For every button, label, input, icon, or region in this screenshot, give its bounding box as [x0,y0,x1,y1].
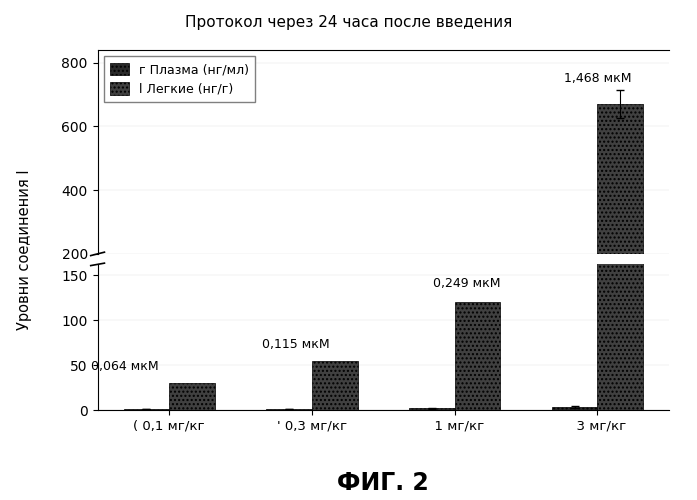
Bar [552,316,597,318]
Bar [312,360,358,410]
Bar [597,0,643,410]
Text: Протокол через 24 часа после введения: Протокол через 24 часа после введения [185,15,512,30]
Text: 1,468 мкМ: 1,468 мкМ [564,72,631,85]
Bar [169,308,215,318]
Bar [454,302,500,410]
Bar [169,383,215,410]
Bar [552,407,597,410]
Bar [454,280,500,318]
Text: ФИГ. 2: ФИГ. 2 [337,471,429,495]
Bar [123,409,169,410]
Text: 0,115 мкМ: 0,115 мкМ [262,338,330,350]
Legend: г Плазма (нг/мл), l Легкие (нг/г): г Плазма (нг/мл), l Легкие (нг/г) [104,56,255,102]
Bar [597,104,643,318]
Text: Уровни соединения I: Уровни соединения I [17,170,32,330]
Bar [266,409,312,410]
Text: 0,064 мкМ: 0,064 мкМ [91,360,158,373]
Bar [409,317,454,318]
Bar [312,300,358,318]
Text: 0,249 мкМ: 0,249 мкМ [434,278,501,290]
Bar [409,408,454,410]
